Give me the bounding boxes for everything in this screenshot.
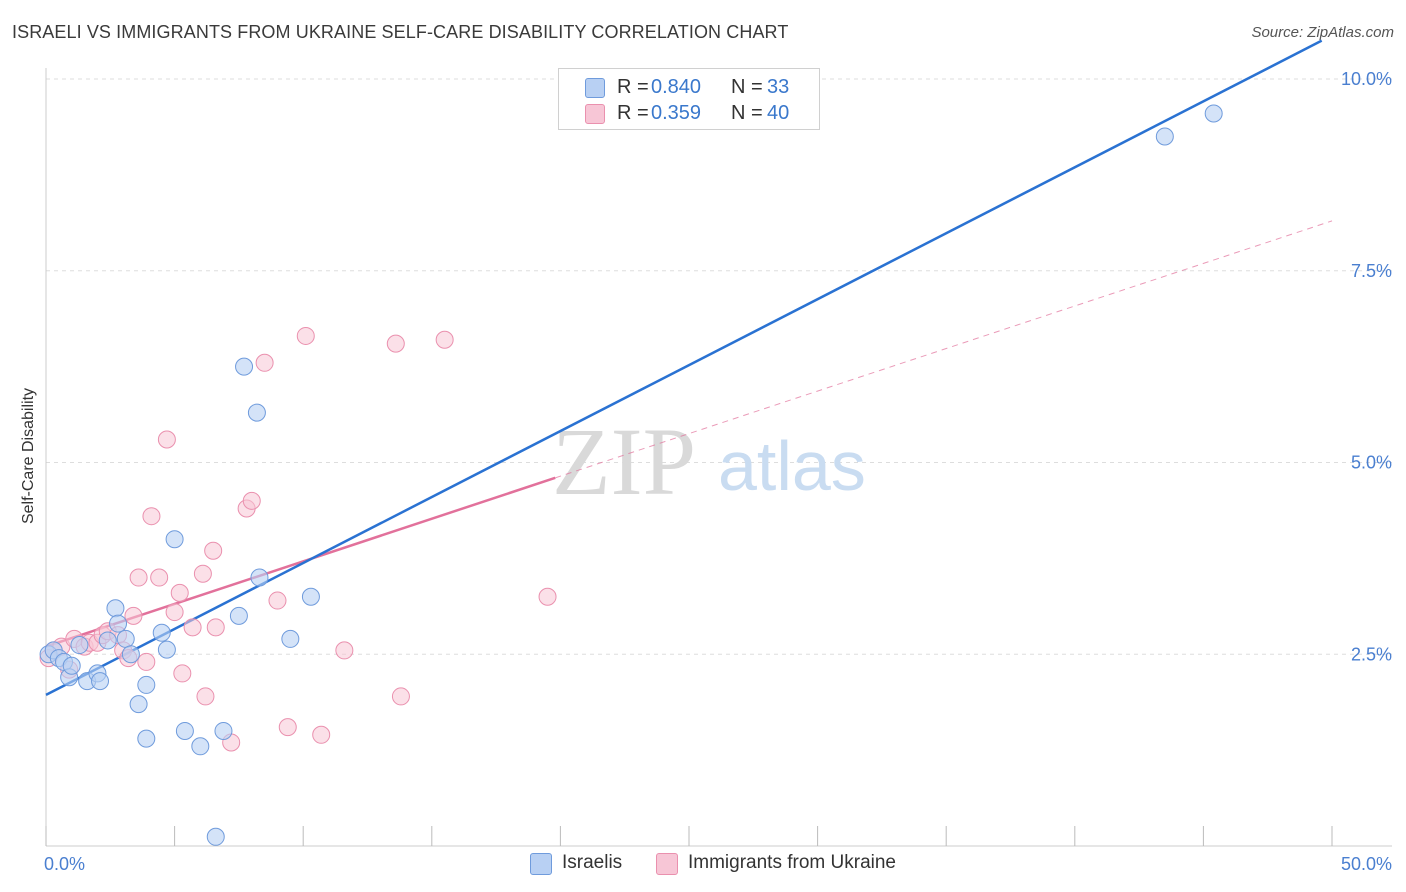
r-label: R =	[617, 102, 649, 124]
israeli-point	[165, 530, 184, 549]
ukraine-point	[312, 725, 331, 744]
israeli-point	[1155, 127, 1174, 146]
axes	[45, 68, 1392, 847]
stats-legend: R = 0.840 N = 33 R = 0.359 N = 40	[558, 68, 820, 130]
israeli-point	[129, 695, 148, 714]
israeli-point	[206, 827, 225, 846]
israeli-point	[235, 357, 254, 376]
x-tick-min: 0.0%	[44, 854, 85, 874]
y-tick-label: 7.5%	[1351, 261, 1392, 281]
watermark-atlas: atlas	[718, 427, 866, 505]
y-axis-tick-labels: 2.5% 5.0% 7.5% 10.0%	[1341, 69, 1392, 664]
israeli-point	[70, 636, 89, 655]
series-legend: Israelis Immigrants from Ukraine	[0, 852, 1406, 878]
ukraine-legend-swatch	[656, 853, 678, 875]
israeli-point	[175, 721, 194, 740]
israeli-point	[62, 656, 81, 675]
israelis-legend-label: Israelis	[562, 852, 623, 873]
y-tick-label: 5.0%	[1351, 453, 1392, 473]
r-value: 0.840	[651, 76, 702, 98]
ukraine-point	[538, 587, 557, 606]
israeli-point	[137, 675, 156, 694]
israelis-legend-swatch	[530, 853, 552, 875]
ukraine-point	[150, 568, 169, 587]
israeli-point	[301, 587, 320, 606]
source-attribution: Source: ZipAtlas.com	[1251, 24, 1394, 41]
r-label: R =	[617, 76, 649, 98]
israeli-point	[191, 737, 210, 756]
ukraine-point	[137, 652, 156, 671]
ukraine-point	[129, 568, 148, 587]
ukraine-point	[165, 603, 184, 622]
ukraine-points	[39, 326, 557, 752]
watermark-zip: ZIP	[552, 408, 696, 515]
ukraine-point	[206, 618, 225, 637]
x-axis-ticks	[45, 826, 1333, 846]
israeli-point	[109, 614, 128, 633]
watermark: ZIP atlas	[552, 408, 866, 515]
ukraine-point	[391, 687, 410, 706]
x-tick-max: 50.0%	[1341, 854, 1392, 874]
israeli-point	[116, 629, 135, 648]
ukraine-point	[296, 326, 315, 345]
israeli-point	[137, 729, 156, 748]
israeli-point	[214, 721, 233, 740]
n-value: 40	[767, 102, 790, 124]
israeli-point	[91, 672, 110, 691]
ukraine-point	[142, 507, 161, 526]
israeli-point	[152, 623, 171, 642]
ukraine-point	[335, 641, 354, 660]
ukraine-point	[386, 334, 405, 353]
israeli-point	[106, 599, 125, 618]
ukraine-point	[124, 606, 143, 625]
israeli-point	[250, 568, 269, 587]
israeli-point	[229, 606, 248, 625]
israelis-swatch	[585, 78, 605, 98]
ukraine-point	[278, 718, 297, 737]
israeli-point	[121, 645, 140, 664]
n-label: N =	[731, 102, 763, 124]
ukraine-legend-label: Immigrants from Ukraine	[688, 852, 896, 873]
israeli-point	[157, 640, 176, 659]
ukraine-point	[173, 664, 192, 683]
israeli-point	[247, 403, 266, 422]
ukraine-point	[157, 430, 176, 449]
y-tick-label: 2.5%	[1351, 644, 1392, 664]
ukraine-point	[183, 618, 202, 637]
israeli-point	[98, 631, 117, 650]
ukraine-point	[255, 353, 274, 372]
chart-title: ISRAELI VS IMMIGRANTS FROM UKRAINE SELF-…	[12, 22, 789, 42]
israeli-point	[281, 629, 300, 648]
ukraine-trend-extension	[555, 220, 1333, 479]
ukraine-point	[435, 330, 454, 349]
r-value: 0.359	[651, 102, 702, 124]
n-label: N =	[731, 76, 763, 98]
ukraine-swatch	[585, 104, 605, 124]
israeli-points	[39, 104, 1223, 846]
n-value: 33	[767, 76, 790, 98]
ukraine-point	[196, 687, 215, 706]
ukraine-point	[204, 541, 223, 560]
israeli-point	[1204, 104, 1223, 123]
ukraine-point	[170, 583, 189, 602]
ukraine-point	[268, 591, 287, 610]
ukraine-point	[242, 491, 261, 510]
ukraine-point	[193, 564, 212, 583]
y-tick-label: 10.0%	[1341, 69, 1392, 89]
